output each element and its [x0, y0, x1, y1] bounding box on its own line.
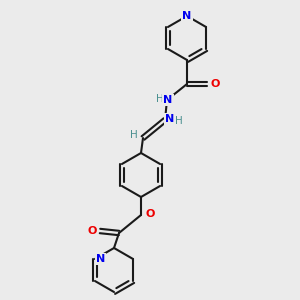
Text: N: N: [164, 95, 172, 105]
Text: H: H: [175, 116, 183, 126]
Text: O: O: [210, 79, 220, 89]
Text: N: N: [96, 254, 106, 264]
Text: H: H: [130, 130, 138, 140]
Text: O: O: [87, 226, 97, 236]
Text: N: N: [165, 114, 175, 124]
Text: O: O: [145, 209, 155, 219]
Text: H: H: [156, 94, 164, 104]
Text: N: N: [182, 11, 192, 21]
